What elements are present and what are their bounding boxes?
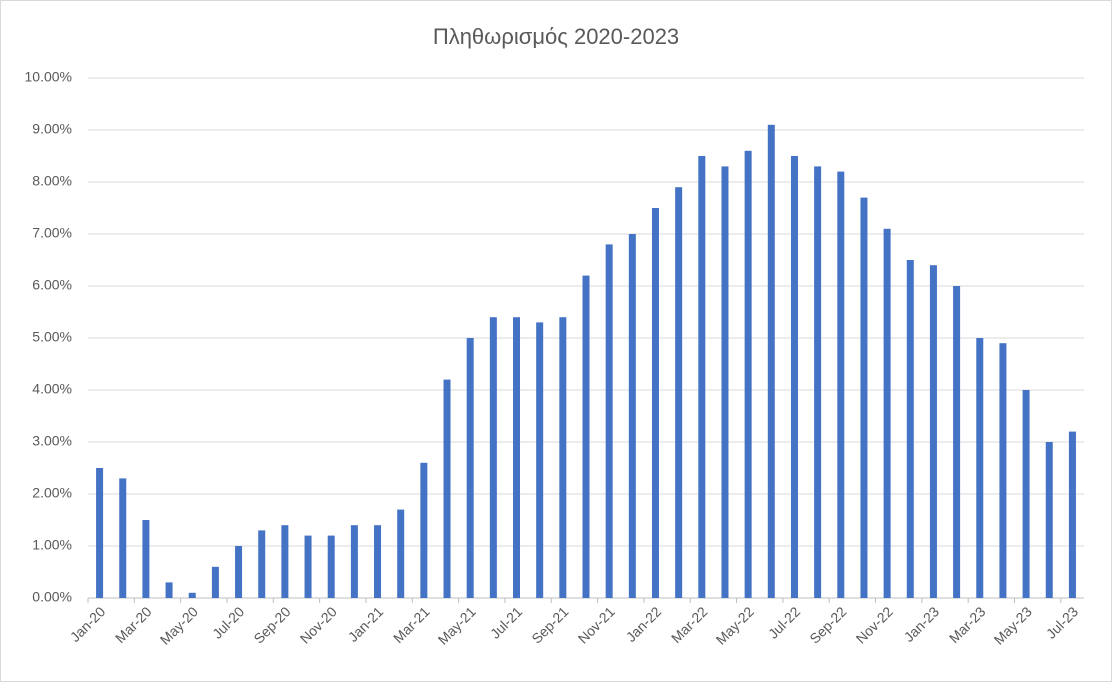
y-tick-label: 4.00% xyxy=(32,381,72,397)
y-tick-label: 2.00% xyxy=(32,485,72,501)
bar xyxy=(1022,390,1030,598)
bar xyxy=(929,265,937,598)
y-tick-label: 5.00% xyxy=(32,329,72,345)
y-tick-label: 6.00% xyxy=(32,277,72,293)
bar xyxy=(675,187,683,598)
bar xyxy=(374,525,382,598)
bar xyxy=(767,124,775,599)
bar xyxy=(165,582,173,598)
bar xyxy=(304,535,312,598)
bar xyxy=(976,338,984,598)
bar xyxy=(142,520,150,598)
bar xyxy=(211,566,219,598)
bar xyxy=(489,317,497,598)
y-tick-label: 8.00% xyxy=(32,173,72,189)
y-tick-label: 3.00% xyxy=(32,433,72,449)
y-tick-label: 9.00% xyxy=(32,121,72,137)
bar xyxy=(188,592,196,598)
bar xyxy=(721,166,729,598)
bar xyxy=(350,525,358,598)
bar xyxy=(559,317,567,598)
bar xyxy=(582,275,590,598)
bar xyxy=(698,156,706,598)
bar xyxy=(1045,442,1053,598)
bar xyxy=(883,228,891,599)
bar xyxy=(790,156,798,598)
bar xyxy=(420,462,428,598)
y-tick-label: 7.00% xyxy=(32,225,72,241)
bar xyxy=(744,150,752,599)
bar xyxy=(953,286,961,598)
bar xyxy=(466,338,474,598)
bar xyxy=(258,530,266,598)
bar xyxy=(443,379,451,598)
bar xyxy=(235,546,243,598)
y-tick-label: 10.00% xyxy=(25,69,72,85)
bar xyxy=(605,244,613,598)
bar xyxy=(513,317,521,598)
bar xyxy=(397,509,405,598)
bar xyxy=(119,478,127,598)
bar xyxy=(628,234,636,598)
bar xyxy=(860,197,868,598)
bar xyxy=(837,171,845,598)
bar xyxy=(327,535,335,598)
y-tick-label: 1.00% xyxy=(32,537,72,553)
bar xyxy=(906,260,914,598)
chart-title: Πληθωρισμός 2020-2023 xyxy=(433,24,679,49)
bar xyxy=(281,525,289,598)
bar xyxy=(999,343,1007,598)
bar xyxy=(651,208,659,598)
bar xyxy=(536,322,544,598)
bar xyxy=(814,166,822,598)
bar xyxy=(96,468,104,598)
y-tick-label: 0.00% xyxy=(32,589,72,605)
bar xyxy=(1068,431,1076,598)
